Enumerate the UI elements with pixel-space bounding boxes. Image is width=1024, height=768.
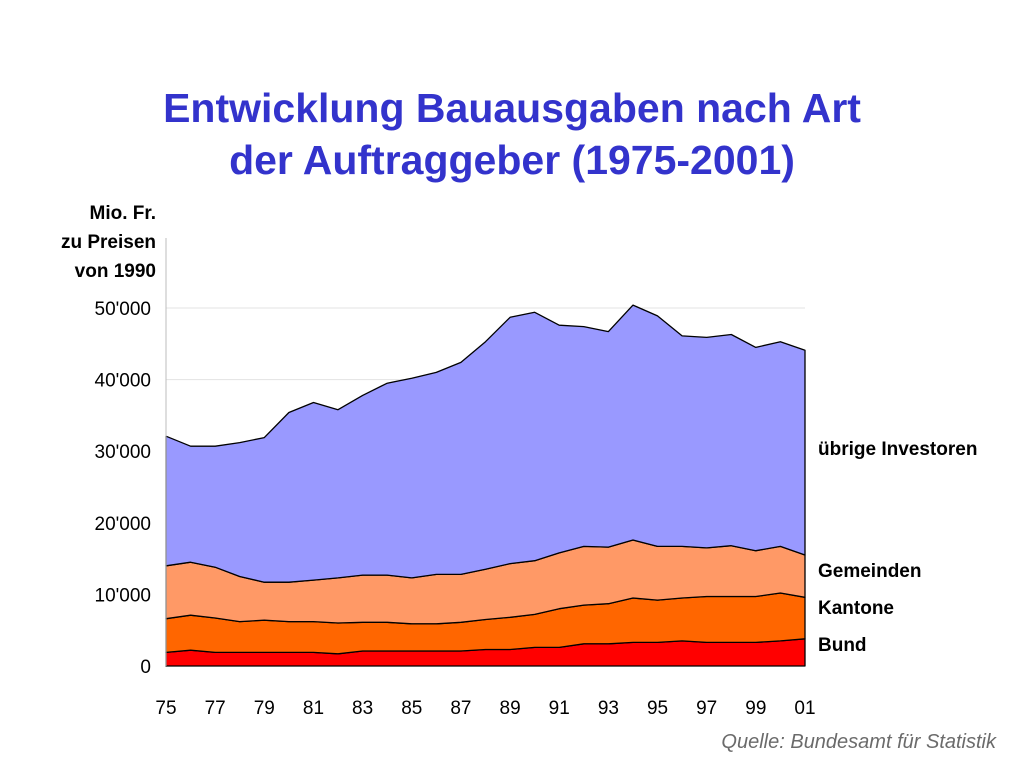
- chart-title: Entwicklung Bauausgaben nach Art der Auf…: [0, 82, 1024, 186]
- y-axis-label-line1: Mio. Fr.: [89, 203, 157, 224]
- x-tick-label: 01: [794, 698, 815, 719]
- area-uebrige: [165, 304, 806, 583]
- x-tick-label: 97: [696, 698, 717, 719]
- y-axis-label: Mio. Fr. zu Preisen von 1990: [61, 199, 156, 286]
- source-note: Quelle: Bundesamt für Statistik: [721, 731, 996, 753]
- area-series: [165, 304, 806, 667]
- series-label-uebrige: übrige Investoren: [818, 439, 977, 460]
- y-tick-label: 20'000: [95, 514, 151, 535]
- series-labels: Bund Kantone Gemeinden übrige Investoren: [818, 439, 977, 656]
- series-label-bund: Bund: [818, 635, 867, 656]
- chart-title-line2: der Auftraggeber (1975-2001): [229, 137, 795, 183]
- x-tick-label: 91: [549, 698, 570, 719]
- x-tick-label: 83: [352, 698, 373, 719]
- y-axis-label-line3: von 1990: [74, 261, 156, 282]
- x-tick-label: 79: [254, 698, 275, 719]
- x-tick-label: 81: [303, 698, 324, 719]
- y-tick-label: 40'000: [95, 371, 151, 392]
- x-tick-label: 75: [155, 698, 176, 719]
- x-tick-label: 77: [205, 698, 226, 719]
- x-tick-label: 99: [745, 698, 766, 719]
- series-label-gemeinden: Gemeinden: [818, 561, 921, 582]
- x-tick-label: 87: [450, 698, 471, 719]
- series-label-kantone: Kantone: [818, 598, 894, 619]
- y-tick-label: 10'000: [95, 585, 151, 606]
- y-tick-label: 30'000: [95, 442, 151, 463]
- chart-title-line1: Entwicklung Bauausgaben nach Art: [163, 85, 861, 131]
- x-tick-labels: 75 77 79 81 83 85 87 89 91 93 95 97 99 01: [155, 698, 815, 719]
- y-tick-label: 0: [140, 657, 151, 678]
- x-tick-label: 89: [500, 698, 521, 719]
- x-tick-label: 85: [401, 698, 422, 719]
- y-tick-label: 50'000: [95, 299, 151, 320]
- y-tick-labels: 0 10'000 20'000 30'000 40'000 50'000: [95, 299, 151, 678]
- x-tick-label: 95: [647, 698, 668, 719]
- x-tick-label: 93: [598, 698, 619, 719]
- y-axis-label-line2: zu Preisen: [60, 232, 156, 253]
